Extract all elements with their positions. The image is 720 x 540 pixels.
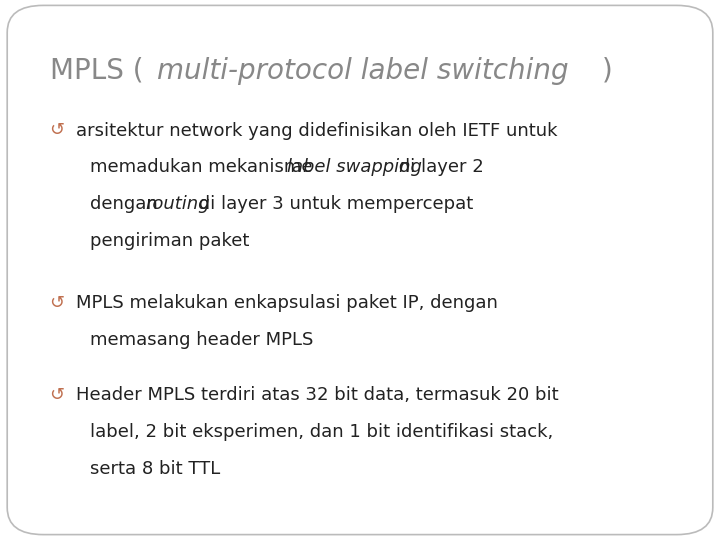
Text: MPLS melakukan enkapsulasi paket IP, dengan: MPLS melakukan enkapsulasi paket IP, den… [76, 294, 498, 312]
Text: routing: routing [145, 195, 210, 213]
Text: pengiriman paket: pengiriman paket [90, 232, 249, 249]
Text: MPLS (: MPLS ( [50, 57, 144, 85]
Text: ↺: ↺ [49, 294, 64, 312]
Text: memadukan mekanisme: memadukan mekanisme [90, 158, 318, 176]
Text: ): ) [602, 57, 613, 85]
Text: label swapping: label swapping [287, 158, 421, 176]
FancyBboxPatch shape [7, 5, 713, 535]
Text: serta 8 bit TTL: serta 8 bit TTL [90, 460, 220, 477]
Text: ↺: ↺ [49, 386, 64, 404]
Text: di layer 2: di layer 2 [393, 158, 484, 176]
Text: Header MPLS terdiri atas 32 bit data, termasuk 20 bit: Header MPLS terdiri atas 32 bit data, te… [76, 386, 558, 404]
Text: label, 2 bit eksperimen, dan 1 bit identifikasi stack,: label, 2 bit eksperimen, dan 1 bit ident… [90, 423, 553, 441]
Text: multi-protocol label switching: multi-protocol label switching [157, 57, 569, 85]
Text: arsitektur network yang didefinisikan oleh IETF untuk: arsitektur network yang didefinisikan ol… [76, 122, 557, 139]
Text: di layer 3 untuk mempercepat: di layer 3 untuk mempercepat [193, 195, 473, 213]
Text: dengan: dengan [90, 195, 163, 213]
Text: ↺: ↺ [49, 122, 64, 139]
Text: memasang header MPLS: memasang header MPLS [90, 331, 313, 349]
